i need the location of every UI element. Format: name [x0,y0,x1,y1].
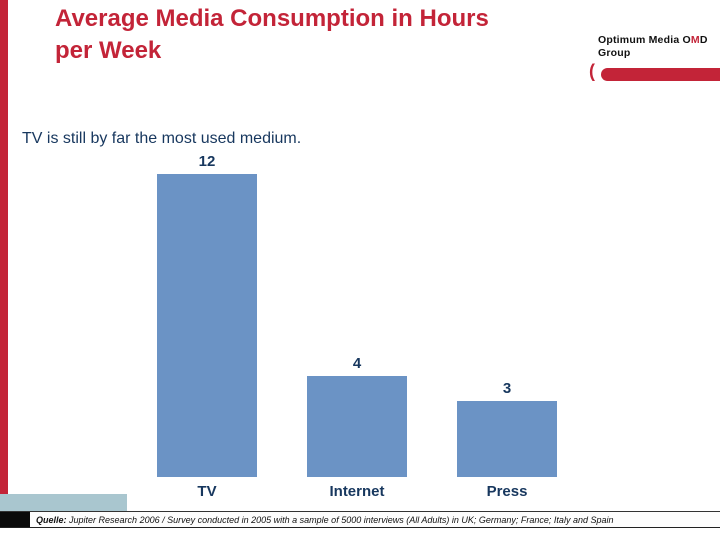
slide-title-line1: Average Media Consumption in Hours [55,5,489,32]
bar-press [457,401,557,477]
bar-value-label-tv: 12 [198,153,216,170]
omd-logo-letter-o: O [682,34,691,46]
slide-title: Average Media Consumption in Hours per We… [55,3,585,68]
bar-value-label-press: 3 [502,380,512,397]
logo-red-bar [601,68,720,81]
source-text: Quelle: Jupiter Research 2006 / Survey c… [36,515,613,525]
bar-chart: 12 4 3 TV Internet Press [132,152,582,500]
category-label-press: Press [486,483,528,500]
footer-strip: Quelle: Jupiter Research 2006 / Survey c… [0,511,720,528]
footer-black-block [0,512,30,527]
bar-internet [307,376,407,477]
chart-column-internet: 4 [282,355,432,477]
omd-logo-letter-m: M [690,34,700,46]
omd-logo-name: Optimum Media OMD [598,34,708,47]
omd-logo-prefix: Optimum Media [598,34,680,46]
chart-column-tv: 12 [132,153,282,477]
source-body: Jupiter Research 2006 / Survey conducted… [69,514,614,525]
category-label-tv: TV [197,483,217,500]
slide-title-line2: per Week [55,37,162,65]
left-accent-stripe [0,0,8,511]
bar-value-label-internet: 4 [352,355,362,372]
chart-category-axis: TV Internet Press [132,483,582,500]
source-label: Quelle: [36,514,67,525]
logo-paren-mark: ( [589,61,595,81]
category-label-internet: Internet [329,483,385,500]
footer-accent-bar [0,494,127,511]
omd-logo-letter-d: D [699,34,708,46]
omd-logo-group: Group [598,47,631,60]
subtitle: TV is still by far the most used medium. [22,130,302,147]
omd-logo: Optimum Media OMD Group [598,34,708,60]
chart-bars-area: 12 4 3 [132,152,582,477]
bar-tv [157,174,257,477]
chart-column-press: 3 [432,380,582,477]
